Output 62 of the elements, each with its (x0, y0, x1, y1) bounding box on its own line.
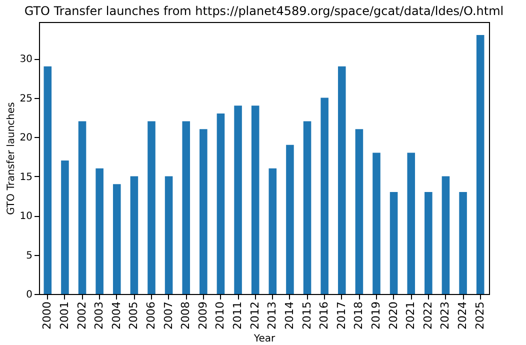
y-tick-label: 20 (20, 132, 32, 144)
bar (424, 192, 432, 294)
x-tick-label: 2025 (473, 302, 486, 330)
x-tick-label: 2006 (144, 302, 158, 330)
x-axis-title: Year (252, 333, 276, 344)
y-axis-title: GTO Transfer launches (6, 102, 17, 215)
x-tick-label: 2007 (162, 302, 175, 330)
x-tick-label: 2012 (248, 302, 262, 330)
x-tick-label: 2002 (75, 302, 88, 330)
bar (130, 176, 138, 294)
y-tick-label: 0 (26, 290, 32, 300)
x-tick-label: 2008 (179, 302, 192, 330)
x-tick-label: 2005 (127, 302, 140, 330)
x-tick-label: 2000 (40, 302, 54, 330)
y-tick-label: 25 (20, 93, 32, 104)
bar (476, 34, 484, 294)
bar (112, 184, 121, 294)
x-tick-label: 2016 (318, 302, 331, 330)
x-tick-label: 2009 (196, 302, 210, 330)
bar (61, 160, 69, 294)
bar (96, 168, 104, 294)
bar (182, 121, 190, 294)
x-tick-label: 2003 (92, 302, 106, 330)
x-tick-label: 2010 (214, 302, 227, 330)
chart-title: GTO Transfer launches from https://planet4589.org/space/gcat/data/ldes/O.html (24, 4, 504, 18)
bar (407, 152, 416, 294)
bar (216, 113, 225, 294)
bar (372, 152, 380, 294)
x-tick-label: 2018 (352, 302, 366, 330)
x-tick-label: 2020 (386, 302, 400, 330)
x-tick-label: 2011 (231, 302, 244, 330)
bar (78, 121, 86, 294)
bar (148, 121, 156, 294)
bar (164, 176, 173, 294)
bar (442, 176, 450, 294)
bar (268, 168, 277, 294)
y-tick-label: 5 (26, 250, 32, 262)
x-tick-label: 2017 (334, 302, 348, 330)
bar (355, 129, 364, 294)
x-tick-label: 2013 (266, 302, 279, 330)
x-tick-label: 2021 (404, 302, 418, 330)
bar (338, 66, 346, 294)
bar (320, 98, 328, 294)
x-tick-label: 2022 (421, 302, 434, 330)
bar (251, 106, 260, 294)
bar (459, 192, 467, 294)
x-tick-label: 2015 (300, 302, 314, 330)
y-tick-label: 30 (20, 54, 32, 65)
y-tick-label: 10 (20, 211, 32, 222)
x-tick-label: 2001 (58, 302, 71, 330)
x-tick-label: 2004 (110, 302, 123, 330)
bar (44, 66, 52, 294)
x-tick-label: 2019 (370, 302, 382, 330)
bar (200, 129, 208, 294)
bar (234, 106, 242, 294)
x-tick-label: 2023 (438, 302, 452, 330)
x-tick-label: 2014 (282, 302, 296, 330)
bar (303, 121, 312, 294)
bar (286, 144, 294, 294)
bar (390, 192, 398, 294)
x-tick-label: 2024 (456, 302, 470, 330)
y-tick-label: 15 (20, 172, 32, 183)
